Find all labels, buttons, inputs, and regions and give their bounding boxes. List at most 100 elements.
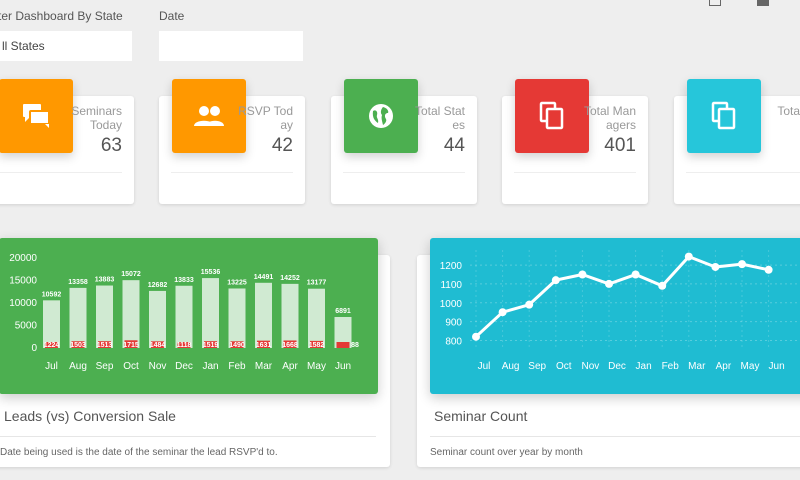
x-tick-label: Sep xyxy=(96,361,114,372)
card-divider xyxy=(343,172,465,173)
x-tick-label: Oct xyxy=(556,361,572,372)
bar-value-label: 1224 xyxy=(44,342,60,349)
bar-value-label: 13883 xyxy=(95,277,115,284)
stat-value: 51 xyxy=(772,135,800,157)
x-tick-label: Feb xyxy=(228,361,246,372)
chart-divider xyxy=(0,436,376,437)
bar-value-label: 1503 xyxy=(70,342,86,349)
stat-card-rsvp: RSVP Today 42 xyxy=(159,79,305,204)
bar-value-label: 13177 xyxy=(307,280,327,287)
x-tick-label: Dec xyxy=(608,361,626,372)
bar-leads xyxy=(149,290,166,348)
stat-card-seminars: Seminars Today 63 xyxy=(0,79,134,204)
data-point xyxy=(551,276,560,285)
x-tick-label: Nov xyxy=(582,361,600,372)
forum-icon xyxy=(0,79,73,153)
bar-conversions xyxy=(45,342,58,348)
y-tick-label: 5000 xyxy=(15,321,38,332)
seminar-chart: 800 900 1000 1100 1200 Jul Aug Sep Oct Nov Dec Jan F… xyxy=(430,238,800,394)
seminar-chart-title: Seminar Count xyxy=(434,408,528,424)
bar-value-label: 14252 xyxy=(280,275,300,282)
x-tick-label: May xyxy=(307,361,326,372)
x-tick-label: Nov xyxy=(149,361,167,372)
stat-value: 44 xyxy=(443,135,465,156)
date-filter-input[interactable] xyxy=(159,31,303,61)
bar-conversions xyxy=(204,341,217,348)
state-filter-input[interactable] xyxy=(0,31,132,61)
y-tick-label: 1000 xyxy=(440,299,463,310)
card-divider xyxy=(514,172,636,173)
card-divider xyxy=(686,172,800,173)
x-tick-label: Jan xyxy=(636,361,652,372)
bar-value-label: 1582 xyxy=(309,342,325,349)
x-tick-label: Aug xyxy=(502,361,520,372)
x-tick-label: Sep xyxy=(528,361,546,372)
bar-value-label: 13225 xyxy=(227,279,247,286)
stat-value: 42 xyxy=(271,135,293,156)
data-point xyxy=(658,281,667,290)
bar-leads xyxy=(255,282,272,348)
bar-value-label: 1631 xyxy=(256,342,272,349)
data-point xyxy=(498,308,507,317)
bar-conversions xyxy=(98,341,111,348)
y-tick-label: 800 xyxy=(445,336,462,347)
y-tick-label: 0 xyxy=(31,343,37,354)
bar-value-label: 10592 xyxy=(42,291,62,298)
y-tick-label: 1200 xyxy=(440,261,463,272)
seminar-line-chart: 800 900 1000 1100 1200 Jul Aug Sep Oct Nov Dec Jan F… xyxy=(440,250,800,372)
stat-label: Total Managers xyxy=(583,104,636,132)
data-point xyxy=(684,252,693,261)
data-point xyxy=(605,279,613,288)
y-tick-label: 10000 xyxy=(9,298,37,309)
bar-value-label: 14491 xyxy=(254,274,274,281)
export-icon[interactable] xyxy=(709,0,721,6)
stat-label: Total States xyxy=(414,104,465,132)
leads-chart-card: 0 5000 10000 15000 20000 10592 1224 Jul 13358 150… xyxy=(0,238,390,467)
bar-value-label: 6891 xyxy=(335,308,351,315)
bar-value-label: 13358 xyxy=(68,279,88,286)
bar-leads xyxy=(202,278,219,348)
stat-card-states: Total States 44 xyxy=(331,79,477,204)
save-icon[interactable] xyxy=(757,0,769,6)
bar-value-label: 12682 xyxy=(148,282,168,289)
stat-label: Seminars Today xyxy=(71,104,122,132)
chart-divider xyxy=(430,436,800,437)
bar-value-label: 13833 xyxy=(174,277,194,284)
data-point xyxy=(578,270,587,279)
x-tick-label: Feb xyxy=(662,361,680,372)
x-tick-label: Jul xyxy=(45,361,58,372)
x-tick-label: Jun xyxy=(335,361,351,372)
bar-value-label: 1668 xyxy=(282,342,298,349)
bar-value-label: 1484 xyxy=(150,342,166,349)
data-point xyxy=(472,332,480,341)
state-filter-label: ter Dashboard By State xyxy=(0,9,123,23)
bar-value-label: 15072 xyxy=(121,271,141,278)
bar-leads xyxy=(43,300,60,348)
stat-value: 63 xyxy=(100,135,122,156)
x-tick-label: May xyxy=(741,361,760,372)
leads-chart-title: Leads (vs) Conversion Sale xyxy=(4,408,176,424)
bar-leads xyxy=(281,283,299,348)
x-tick-label: Aug xyxy=(69,361,87,372)
bar-leads xyxy=(96,285,113,348)
bar-leads xyxy=(175,285,193,348)
stat-label: Total Directors xyxy=(777,104,800,118)
stat-value: 401 xyxy=(604,135,636,156)
x-tick-label: Jan xyxy=(202,361,218,372)
bar-conversions xyxy=(177,342,191,348)
bar-conversions xyxy=(71,341,85,348)
stat-card-directors: Total Directors 51 xyxy=(674,79,800,204)
leads-bar-chart: 0 5000 10000 15000 20000 10592 1224 Jul 13358 150… xyxy=(9,253,359,372)
series-line xyxy=(474,255,769,338)
bar-conversions xyxy=(230,341,244,348)
globe-icon xyxy=(344,79,418,153)
data-point xyxy=(631,270,640,279)
stat-card-managers: Total Managers 401 xyxy=(502,79,648,204)
bar-conversions xyxy=(257,340,270,348)
data-point xyxy=(525,300,534,309)
card-divider xyxy=(171,172,293,173)
data-point xyxy=(764,265,773,274)
x-tick-label: Mar xyxy=(255,361,273,372)
y-tick-label: 900 xyxy=(445,318,462,329)
copy-icon xyxy=(687,79,761,153)
